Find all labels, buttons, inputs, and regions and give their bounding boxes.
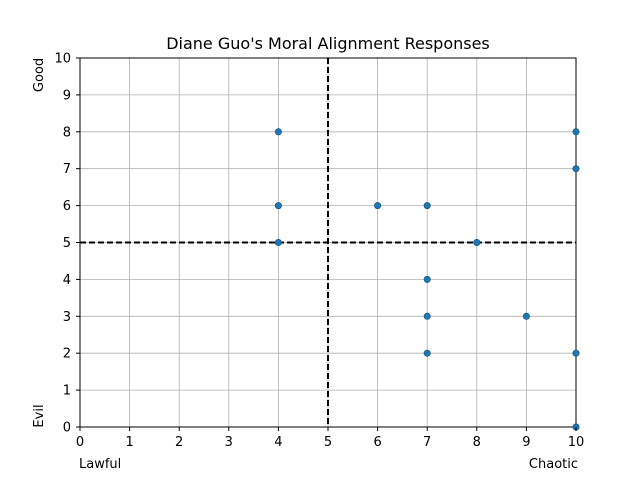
x-tick-label: 1	[125, 435, 133, 450]
y-tick-label: 3	[63, 310, 71, 325]
data-point	[274, 128, 282, 136]
x-tick-label: 7	[423, 435, 431, 450]
axis-ticks: 0 1 2 3 4 5 6 7 8 9 10 0 1 2 3 4 5 6 7 8 9 10	[54, 52, 584, 451]
y-tick-label: 0	[63, 421, 71, 436]
data-point	[473, 239, 481, 247]
x-tick-label: 3	[225, 435, 233, 450]
data-points	[274, 128, 580, 431]
y-tick-label: 1	[63, 384, 71, 399]
data-point	[572, 349, 580, 357]
y-top-label: Good	[32, 58, 47, 92]
chart-title: Diane Guo's Moral Alignment Responses	[166, 34, 490, 53]
x-tick-label: 2	[175, 435, 183, 450]
x-tick-label: 5	[324, 435, 332, 450]
data-point	[423, 202, 431, 210]
reference-lines	[80, 58, 576, 427]
y-tick-label: 2	[63, 347, 71, 362]
data-point	[274, 239, 282, 247]
x-tick-label: 6	[373, 435, 381, 450]
x-tick-label: 9	[522, 435, 530, 450]
data-point	[374, 202, 382, 210]
y-tick-label: 8	[63, 125, 71, 140]
y-tick-label: 5	[63, 236, 71, 251]
x-tick-label: 10	[568, 435, 585, 450]
data-point	[423, 349, 431, 357]
data-point	[522, 312, 530, 320]
data-point	[572, 128, 580, 136]
x-tick-label: 8	[473, 435, 481, 450]
y-tick-label: 4	[63, 273, 71, 288]
x-left-label: Lawful	[79, 457, 121, 472]
y-tick-label: 6	[63, 199, 71, 214]
x-right-label: Chaotic	[529, 457, 578, 472]
x-tick-label: 4	[274, 435, 282, 450]
y-bottom-label: Evil	[32, 404, 47, 427]
x-tick-label: 0	[76, 435, 84, 450]
y-tick-label: 7	[63, 162, 71, 177]
y-tick-label: 10	[54, 52, 71, 67]
data-point	[572, 165, 580, 173]
y-tick-label: 9	[63, 88, 71, 103]
data-point	[423, 275, 431, 283]
data-point	[423, 312, 431, 320]
data-point	[274, 202, 282, 210]
